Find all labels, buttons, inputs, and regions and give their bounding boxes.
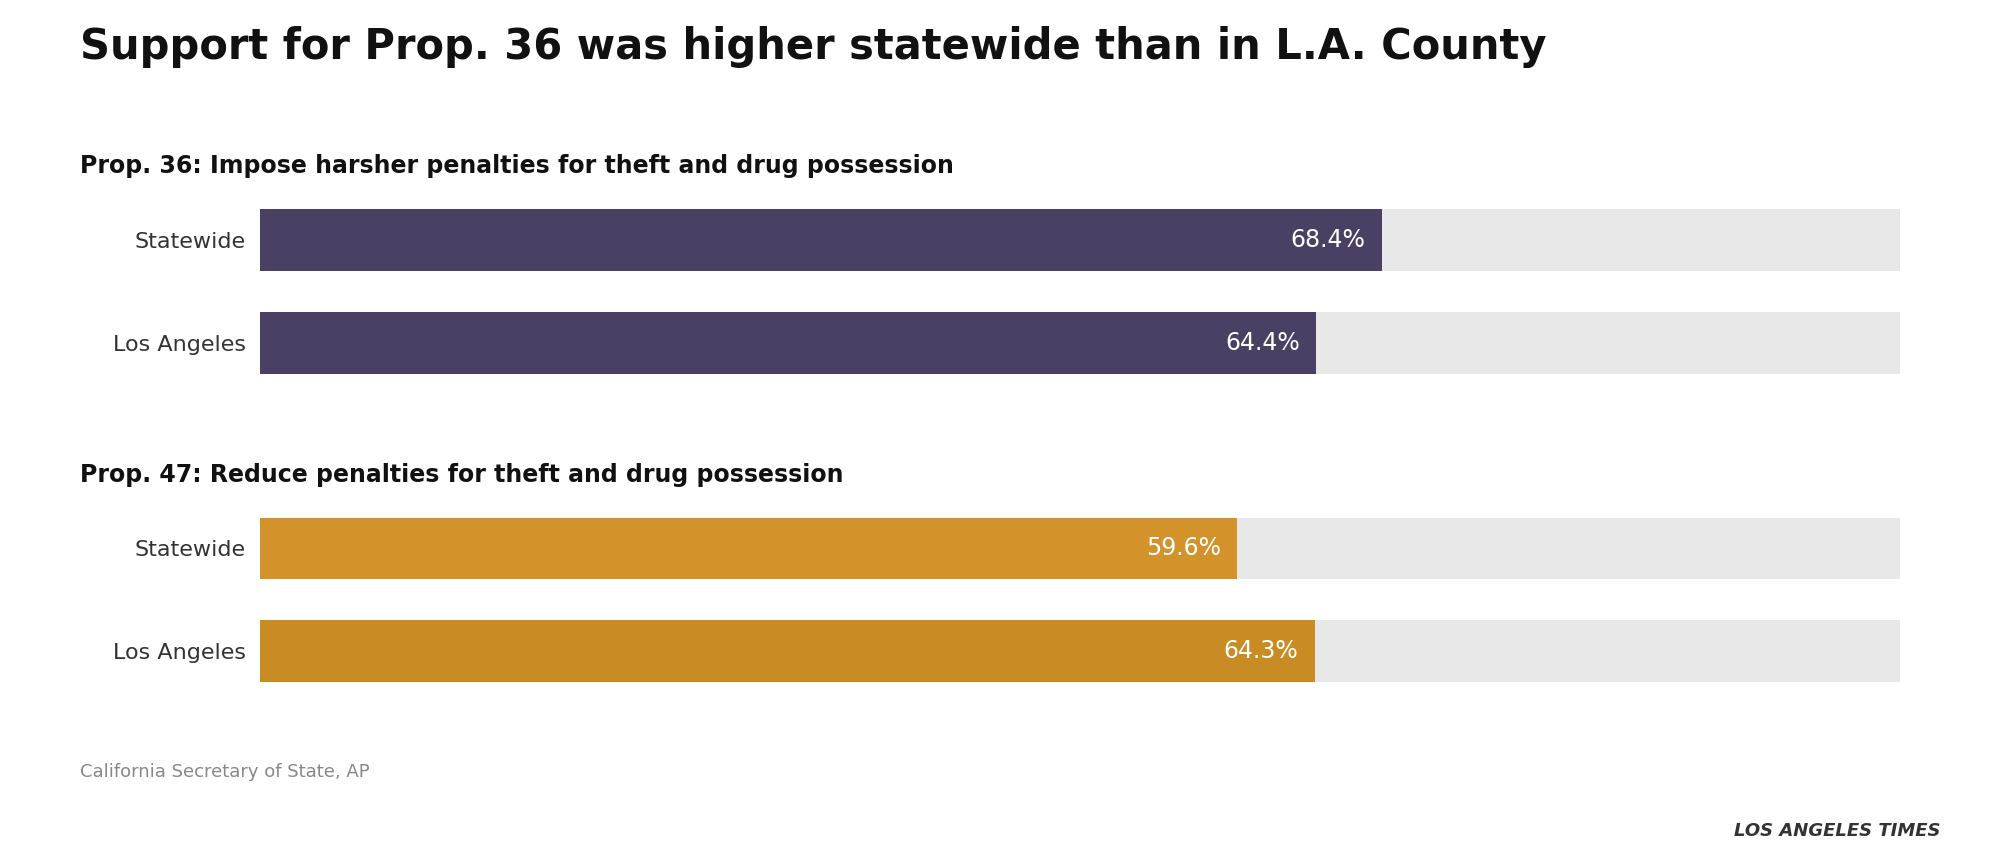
Bar [260,209,1900,271]
Bar [260,209,1382,271]
Text: 68.4%: 68.4% [1290,228,1366,252]
Text: 59.6%: 59.6% [1146,536,1222,560]
Text: Prop. 36: Impose harsher penalties for theft and drug possession: Prop. 36: Impose harsher penalties for t… [80,154,954,178]
Text: LOS ANGELES TIMES: LOS ANGELES TIMES [1734,822,1940,840]
Text: California Secretary of State, AP: California Secretary of State, AP [80,763,370,781]
Text: 64.4%: 64.4% [1226,331,1300,355]
Bar [260,518,1238,579]
Bar [260,312,1316,374]
Text: Prop. 47: Reduce penalties for theft and drug possession: Prop. 47: Reduce penalties for theft and… [80,463,844,487]
Text: Support for Prop. 36 was higher statewide than in L.A. County: Support for Prop. 36 was higher statewid… [80,26,1546,68]
Bar [260,312,1900,374]
Bar [260,518,1900,579]
Text: 64.3%: 64.3% [1224,639,1298,663]
Bar [260,620,1314,682]
Bar [260,620,1900,682]
